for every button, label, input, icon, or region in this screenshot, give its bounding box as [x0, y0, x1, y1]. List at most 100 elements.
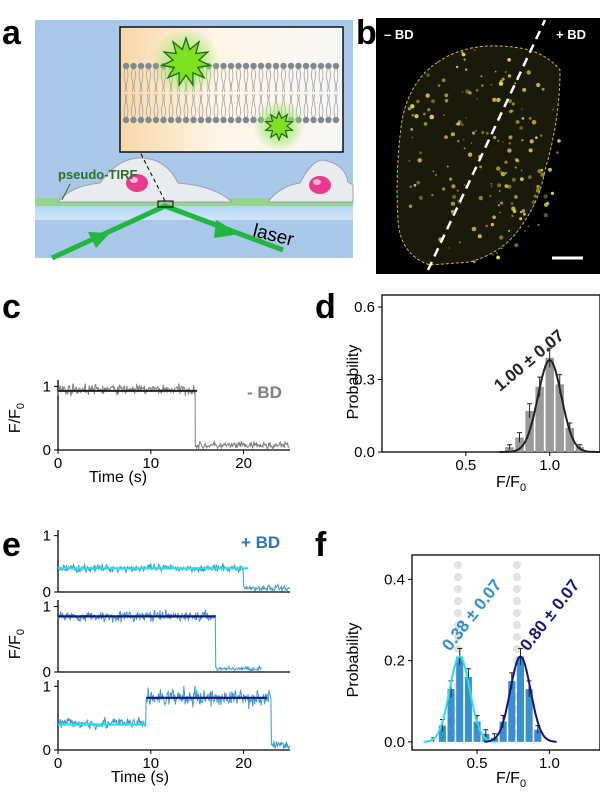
fluorophore-star-top: [160, 35, 212, 88]
lipid-head-upper: [287, 62, 295, 70]
punctum: [496, 97, 501, 102]
panel-d: 0.5 1.00.00.30.6 1.00 ± 0.07 F/F0 Probabi…: [345, 294, 600, 494]
panel-e-ylabel-sub: 0: [15, 629, 27, 635]
punctum: [479, 165, 482, 169]
punctum: [489, 195, 492, 198]
lipid-tail-lower: [161, 93, 166, 118]
punctum: [409, 185, 413, 189]
lipid-tail-upper: [281, 68, 286, 93]
punctum: [535, 136, 538, 139]
watermark-lipid: [513, 609, 521, 617]
punctum: [510, 202, 514, 205]
punctum: [528, 175, 532, 180]
watermark-lipid: [454, 597, 462, 605]
panel-f-bar: [447, 689, 455, 742]
panel-letter-b: b: [356, 14, 377, 52]
punctum: [456, 65, 459, 69]
lipid-tail-upper: [273, 68, 279, 93]
lipid-head-upper: [235, 62, 242, 70]
lipid-head-upper: [122, 62, 130, 70]
lipid-tail-lower: [228, 93, 234, 118]
punctum: [511, 177, 516, 182]
punctum: [531, 200, 536, 205]
lipid-head-upper: [145, 62, 152, 70]
watermark-lipid: [454, 561, 462, 569]
punctum: [514, 195, 518, 199]
lipid-tail-lower: [138, 93, 144, 118]
punctum: [543, 194, 548, 199]
punctum: [536, 82, 541, 88]
punctum: [467, 152, 473, 157]
punctum: [450, 201, 456, 206]
punctum: [431, 194, 434, 197]
punctum: [458, 241, 461, 244]
panel-c-ytick-label: 1: [43, 378, 51, 395]
panel-d-ylabel: Probability: [345, 345, 362, 420]
punctum: [519, 211, 523, 214]
lipid-tail-lower: [251, 93, 256, 118]
panel-e-sub3-xtick-label: 20: [235, 755, 252, 772]
punctum: [413, 183, 417, 187]
watermark-lipid: [513, 621, 521, 629]
punctum: [521, 108, 523, 110]
panel-f-ylabel: Probability: [345, 623, 362, 698]
panel-d-bar: [515, 437, 524, 452]
punctum: [472, 260, 476, 264]
panel-f-bar: [464, 676, 472, 742]
lipid-head-upper: [332, 62, 340, 70]
punctum: [526, 70, 531, 75]
lipid-head-upper: [137, 62, 145, 70]
punctum: [448, 247, 450, 249]
punctum: [521, 139, 524, 142]
punctum: [504, 71, 507, 73]
lipid-tail-lower: [333, 93, 339, 118]
punctum: [504, 160, 508, 164]
punctum: [463, 58, 466, 61]
watermark-lipid: [513, 633, 521, 641]
punctum: [520, 169, 523, 172]
lipid-tail-lower: [243, 93, 249, 118]
punctum: [441, 78, 446, 83]
punctum: [468, 91, 472, 95]
punctum: [481, 131, 485, 134]
punctum: [427, 108, 431, 112]
panel-e-sub1-ytick-label: 1: [43, 528, 51, 545]
panel-f-bar: [534, 729, 542, 742]
punctum: [497, 183, 502, 188]
lipid-head-lower: [212, 116, 220, 124]
punctum: [522, 87, 527, 92]
punctum: [531, 120, 537, 125]
tirf-label-pointer: [61, 183, 71, 201]
panel-f-plot: 0.5 1.0 0.0 0.2 0.4: [384, 554, 600, 772]
lipid-head-lower: [220, 116, 227, 124]
punctum: [512, 209, 517, 214]
panel-e-sub3-ytick-label: 1: [43, 678, 51, 695]
panel-e-annotation: + BD: [241, 533, 280, 552]
punctum: [463, 147, 466, 150]
panel-d-ytick-label: 0.3: [354, 372, 375, 389]
lipid-head-lower: [310, 116, 317, 124]
punctum: [511, 102, 515, 106]
lipid-head-lower: [182, 116, 190, 124]
punctum: [457, 199, 459, 202]
punctum: [411, 136, 414, 139]
lipid-tail-lower: [213, 93, 219, 118]
lipid-tail-upper: [288, 68, 294, 93]
lipid-tail-lower: [326, 93, 331, 118]
punctum: [478, 195, 483, 201]
punctum: [449, 177, 453, 181]
punctum: [540, 134, 543, 137]
punctum: [418, 195, 423, 200]
panel-d-xlabel-sub: 0: [520, 482, 526, 494]
punctum: [462, 138, 465, 141]
punctum: [500, 171, 506, 177]
punctum: [507, 99, 513, 104]
punctum: [492, 97, 497, 102]
punctum: [521, 209, 526, 213]
punctum: [444, 135, 448, 140]
punctum: [465, 68, 468, 71]
panel-a: pseudo-TIRF laser: [35, 20, 354, 261]
lipid-tail-upper: [123, 68, 129, 93]
punctum: [457, 139, 460, 143]
lipid-head-upper: [265, 62, 272, 70]
